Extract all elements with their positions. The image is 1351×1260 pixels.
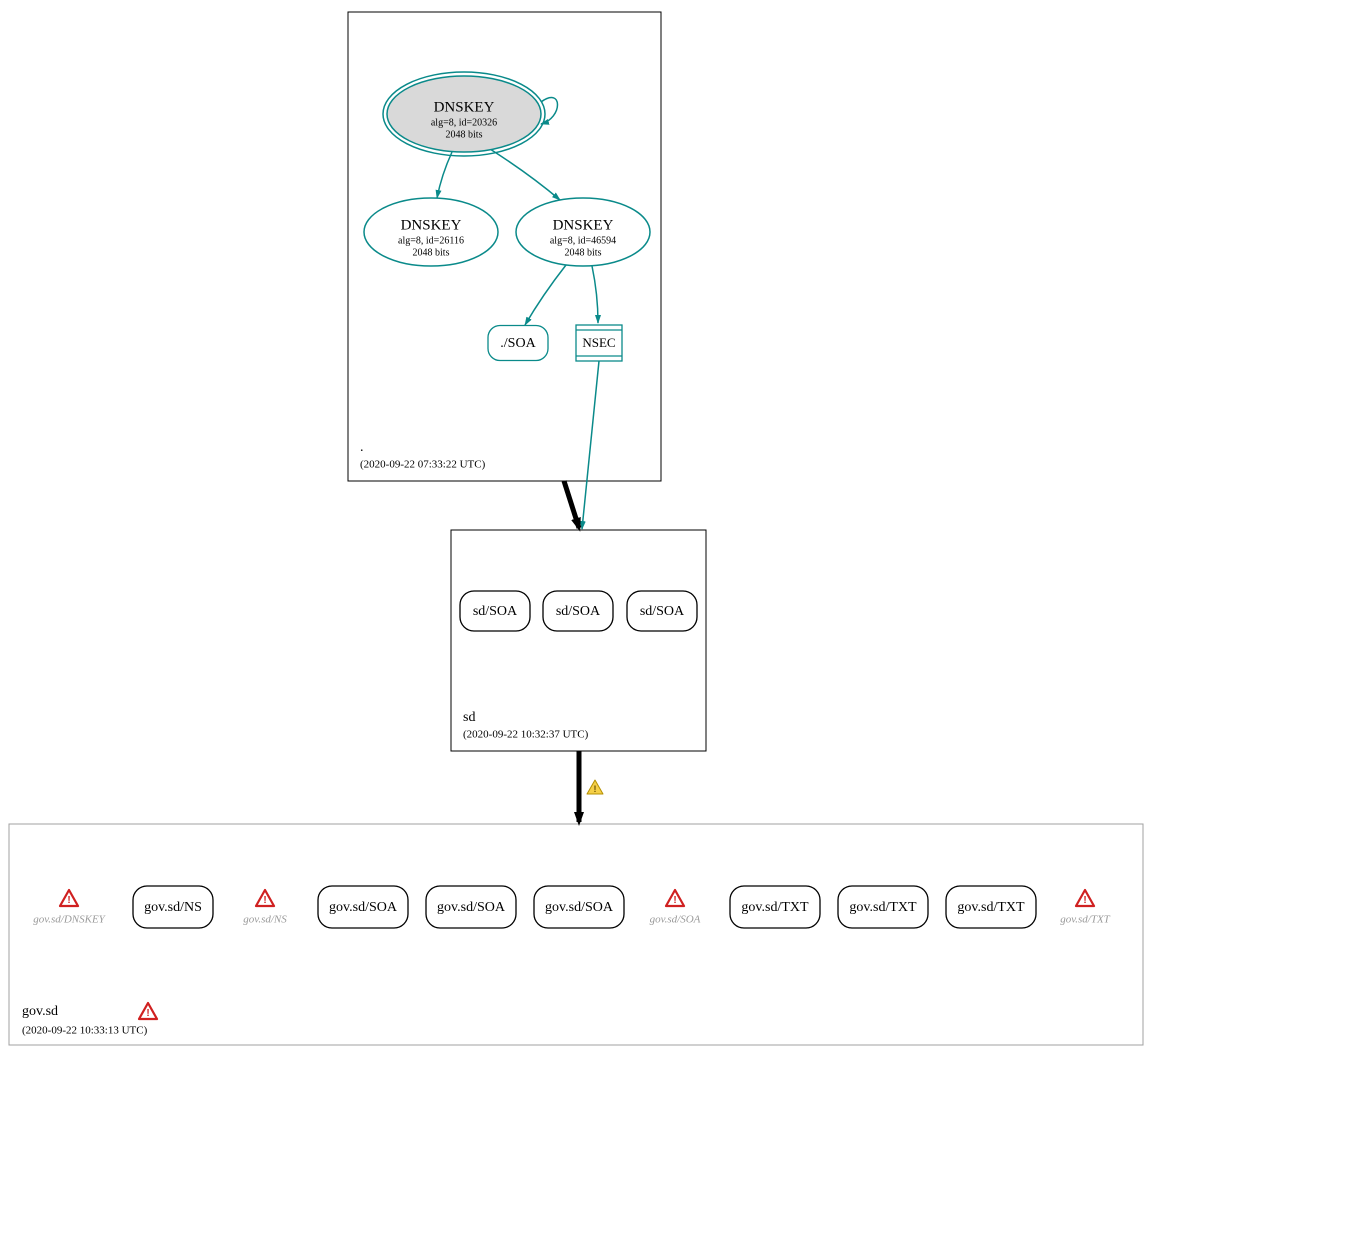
zone-label: . [360, 440, 364, 455]
node-dnskey-46594: DNSKEY alg=8, id=465942048 bits [516, 198, 650, 266]
node-label: NSEC [582, 335, 615, 350]
edge-e3 [525, 265, 566, 325]
svg-text:!: ! [594, 784, 597, 794]
node-nsec: NSEC [576, 325, 622, 361]
node-label: sd/SOA [640, 604, 685, 619]
zone-timestamp: (2020-09-22 10:33:13 UTC) [22, 1025, 148, 1037]
node-sd-soa-2: sd/SOA [543, 591, 613, 631]
edge-e2 [490, 149, 560, 200]
node-label: DNSKEY [434, 99, 495, 115]
node-label: alg=8, id=20326 [431, 117, 497, 128]
warning-icon: ! [587, 780, 603, 794]
node-label: gov.sd/NS [243, 914, 287, 926]
node-gov-txt-2: gov.sd/TXT [838, 886, 928, 928]
node-label: gov.sd/DNSKEY [33, 914, 106, 926]
zone-timestamp: (2020-09-22 10:32:37 UTC) [463, 729, 589, 741]
warning-icon: ! [60, 890, 78, 906]
node-label: 2048 bits [565, 247, 602, 258]
node-label: sd/SOA [473, 604, 518, 619]
node-gov-soa-3: gov.sd/SOA [534, 886, 624, 928]
zone-sd: sd (2020-09-22 10:32:37 UTC) [451, 530, 706, 751]
zone-label: sd [463, 710, 475, 725]
node-gov-ns-g: ! gov.sd/NS [243, 890, 287, 926]
node-label: gov.sd/TXT [741, 900, 809, 915]
node-label: DNSKEY [553, 217, 614, 233]
node-gov-ns-1: gov.sd/NS [133, 886, 213, 928]
svg-text:!: ! [673, 895, 676, 906]
node-label: gov.sd/SOA [650, 914, 701, 926]
edge-e6 [564, 481, 579, 528]
node-sd-soa-3: sd/SOA [627, 591, 697, 631]
node-label: gov.sd/SOA [329, 900, 398, 915]
warning-icon: ! [666, 890, 684, 906]
node-label: DNSKEY [401, 217, 462, 233]
svg-text:!: ! [146, 1008, 149, 1019]
node-dnskey-root: DNSKEY alg=8, id=203262048 bits [383, 72, 545, 156]
edge-e5 [582, 361, 599, 529]
node-label: alg=8, id=26116 [398, 235, 464, 246]
node-label: gov.sd/SOA [437, 900, 506, 915]
node-sd-soa-1: sd/SOA [460, 591, 530, 631]
node-label: alg=8, id=46594 [550, 235, 616, 246]
warning-icon: ! [256, 890, 274, 906]
node-soa-root: ./SOA [488, 326, 548, 361]
node-gov-txt-1: gov.sd/TXT [730, 886, 820, 928]
svg-text:!: ! [1083, 895, 1086, 906]
node-label: gov.sd/SOA [545, 900, 614, 915]
edge-e1 [437, 152, 452, 198]
node-gov-soa-2: gov.sd/SOA [426, 886, 516, 928]
node-label: 2048 bits [446, 129, 483, 140]
svg-text:!: ! [67, 895, 70, 906]
node-label: sd/SOA [556, 604, 601, 619]
svg-text:!: ! [263, 895, 266, 906]
node-label: ./SOA [500, 336, 536, 351]
warning-icon: ! [1076, 890, 1094, 906]
node-gov-soa-g: ! gov.sd/SOA [650, 890, 701, 926]
node-gov-txt-3: gov.sd/TXT [946, 886, 1036, 928]
warning-icon: ! [139, 1003, 157, 1019]
zone-label: gov.sd [22, 1004, 58, 1019]
dnssec-diagram: . (2020-09-22 07:33:22 UTC) sd (2020-09-22 … [0, 0, 1351, 1260]
node-gov-dnskey: ! gov.sd/DNSKEY [33, 890, 106, 926]
node-label: gov.sd/TXT [1060, 914, 1110, 926]
node-label: gov.sd/TXT [957, 900, 1025, 915]
node-label: 2048 bits [413, 247, 450, 258]
zone-timestamp: (2020-09-22 07:33:22 UTC) [360, 459, 486, 471]
node-gov-txt-g: ! gov.sd/TXT [1060, 890, 1110, 926]
zone-govsd: gov.sd (2020-09-22 10:33:13 UTC)! [9, 824, 1143, 1045]
node-label: gov.sd/TXT [849, 900, 917, 915]
node-gov-soa-1: gov.sd/SOA [318, 886, 408, 928]
node-dnskey-26116: DNSKEY alg=8, id=261162048 bits [364, 198, 498, 266]
edge-e4 [592, 266, 598, 323]
node-label: gov.sd/NS [144, 900, 202, 915]
